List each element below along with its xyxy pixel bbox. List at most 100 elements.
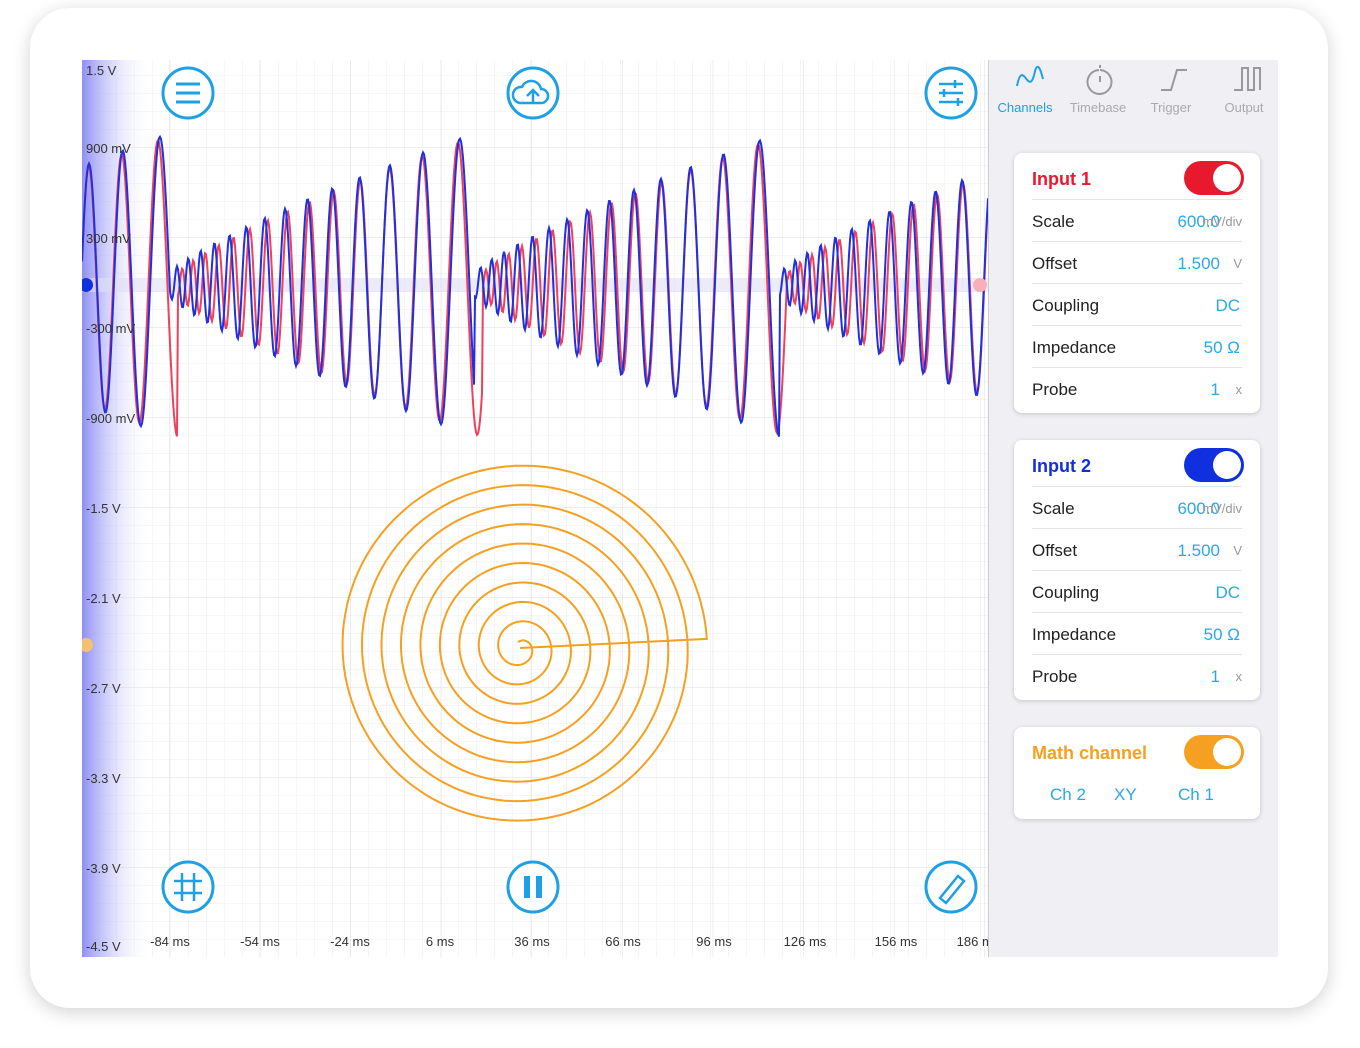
tab-label: Output: [1224, 100, 1264, 115]
setting-value: 50 Ω: [1203, 625, 1240, 644]
math-name: Math channel: [1032, 743, 1148, 763]
xy-spiral: [341, 464, 708, 822]
y-axis-label: -3.3 V: [86, 771, 121, 786]
setting-value: 1.500: [1177, 541, 1220, 560]
pause-button[interactable]: [506, 860, 560, 914]
setting-unit: x: [1235, 382, 1243, 397]
channel-toggle[interactable]: [1184, 448, 1244, 482]
channel-name: Input 1: [1032, 169, 1091, 189]
setting-value: 1: [1210, 380, 1220, 399]
sidebar: Channels Timebase Trigger Output Input 1 Sca…: [988, 60, 1278, 957]
x-axis-label: 186 ms: [957, 934, 988, 949]
setting-unit: mV/div: [1202, 501, 1242, 516]
setting-row[interactable]: Offset 1.500 V: [1032, 241, 1242, 284]
tab-label: Channels: [997, 100, 1053, 115]
setting-label: Scale: [1032, 499, 1075, 518]
tab-icon: [1234, 67, 1261, 91]
math-toggle[interactable]: [1184, 735, 1244, 769]
x-axis-label: -54 ms: [240, 934, 280, 949]
setting-value: DC: [1215, 583, 1240, 602]
y-axis-label: -2.7 V: [86, 681, 121, 696]
app-screen: 1.5 V 900 mV 300 mV -300 mV -900 mV -1.5 V -2.…: [82, 60, 1278, 957]
setting-label: Coupling: [1032, 296, 1100, 315]
setting-label: Offset: [1032, 254, 1078, 273]
x-axis-label: -84 ms: [150, 934, 190, 949]
tab-glyph: [1161, 69, 1187, 91]
pause-icon: [524, 876, 542, 898]
offset-band: [82, 278, 988, 292]
setting-row[interactable]: Scale 600.0 mV/div: [1032, 486, 1242, 529]
y-axis-label: -4.5 V: [86, 939, 121, 954]
y-axis-label: 900 mV: [86, 141, 131, 156]
scope-plot: 1.5 V 900 mV 300 mV -300 mV -900 mV -1.5 V -2.…: [82, 60, 1000, 957]
setting-value: 1: [1210, 667, 1220, 686]
setting-unit: V: [1233, 543, 1242, 558]
x-axis-label: 36 ms: [514, 934, 550, 949]
tab-label: Timebase: [1069, 100, 1127, 115]
tab-icon: [1086, 65, 1113, 95]
y-axis-label: -300 mV: [86, 321, 135, 336]
setting-unit: V: [1233, 256, 1242, 271]
tab-glyph: [1086, 65, 1113, 95]
settings-icon: [939, 80, 963, 106]
setting-label: Impedance: [1032, 625, 1117, 644]
setting-row[interactable]: Probe 1 x: [1032, 367, 1242, 410]
x-axis-label: 96 ms: [696, 934, 732, 949]
measure-button[interactable]: [924, 860, 978, 914]
channel-card: Input 1 Scale 600.0 mV/div Offset 1.500 V Coupl…: [1014, 153, 1260, 413]
grid-icon: [174, 873, 202, 901]
setting-row[interactable]: Impedance 50 Ω: [1032, 325, 1242, 368]
setting-row[interactable]: Coupling DC: [1032, 283, 1242, 326]
x-axis-label: 156 ms: [875, 934, 918, 949]
y-axis-label: -3.9 V: [86, 861, 121, 876]
tab-glyph: [1234, 67, 1261, 91]
ch1-marker: [973, 278, 987, 292]
setting-label: Probe: [1032, 667, 1078, 686]
y-axis-label: -1.5 V: [86, 501, 121, 516]
tab[interactable]: Output: [1208, 60, 1278, 124]
x-axis-label: 66 ms: [605, 934, 641, 949]
y-axis-label: -900 mV: [86, 411, 135, 426]
setting-label: Offset: [1032, 541, 1078, 560]
math-option[interactable]: Ch 1: [1178, 785, 1214, 804]
y-axis-label: 1.5 V: [86, 63, 117, 78]
setting-value: DC: [1215, 296, 1240, 315]
tab-label: Trigger: [1150, 100, 1192, 115]
math-option[interactable]: XY: [1114, 785, 1137, 804]
waveform: [82, 134, 989, 437]
setting-value: 50 Ω: [1203, 338, 1240, 357]
tab-glyph: [1016, 65, 1044, 87]
cloud-icon: [511, 79, 550, 105]
grid-button[interactable]: [161, 860, 215, 914]
math-option[interactable]: Ch 2: [1050, 785, 1086, 804]
setting-value: 600.0: [1177, 212, 1220, 231]
y-axis-label: -2.1 V: [86, 591, 121, 606]
setting-row[interactable]: Probe 1 x: [1032, 654, 1242, 697]
tab-icon: [1161, 69, 1187, 91]
math-marker: [82, 638, 93, 652]
channel-toggle[interactable]: [1184, 161, 1244, 195]
setting-label: Impedance: [1032, 338, 1117, 357]
x-axis-label: 126 ms: [784, 934, 827, 949]
setting-unit: mV/div: [1202, 214, 1242, 229]
measure-icon: [938, 874, 966, 905]
setting-value: 600.0: [1177, 499, 1220, 518]
x-axis-label: -24 ms: [330, 934, 370, 949]
setting-row[interactable]: Scale 600.0 mV/div: [1032, 199, 1242, 242]
setting-row[interactable]: Offset 1.500 V: [1032, 528, 1242, 571]
tab[interactable]: Channels: [989, 60, 1061, 124]
grid-major: [82, 60, 988, 957]
math-card: Math channel Ch 2 XY Ch 1: [1014, 727, 1260, 819]
tab[interactable]: Timebase: [1062, 60, 1134, 124]
menu-icon: [176, 82, 200, 104]
channel-name: Input 2: [1032, 456, 1091, 476]
tab-icon: [1016, 65, 1044, 87]
setting-label: Coupling: [1032, 583, 1100, 602]
setting-unit: x: [1235, 669, 1243, 684]
setting-row[interactable]: Impedance 50 Ω: [1032, 612, 1242, 655]
y-axis-label: 300 mV: [86, 231, 131, 246]
setting-row[interactable]: Coupling DC: [1032, 570, 1242, 613]
setting-value: 1.500: [1177, 254, 1220, 273]
x-axis-label: 6 ms: [426, 934, 455, 949]
tab[interactable]: Trigger: [1135, 60, 1207, 124]
